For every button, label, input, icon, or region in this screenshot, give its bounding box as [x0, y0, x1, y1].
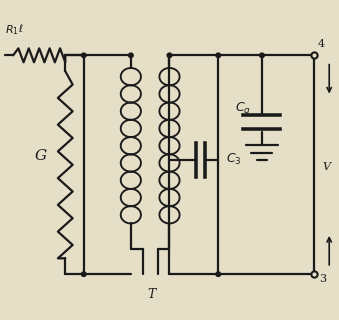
Text: $C_g$: $C_g$ [235, 100, 251, 117]
Circle shape [167, 53, 172, 58]
Text: G: G [35, 149, 47, 163]
Text: 3: 3 [319, 274, 326, 284]
Text: $C_3$: $C_3$ [226, 152, 242, 167]
Circle shape [216, 53, 221, 58]
Text: $\ell$: $\ell$ [18, 21, 23, 34]
Text: 4: 4 [318, 39, 325, 49]
Text: $R_1$: $R_1$ [5, 23, 19, 37]
Circle shape [81, 272, 86, 276]
Text: V: V [322, 162, 331, 172]
Circle shape [260, 53, 264, 58]
Circle shape [128, 53, 133, 58]
Circle shape [81, 53, 86, 58]
Text: T: T [148, 288, 156, 301]
Circle shape [216, 272, 221, 276]
